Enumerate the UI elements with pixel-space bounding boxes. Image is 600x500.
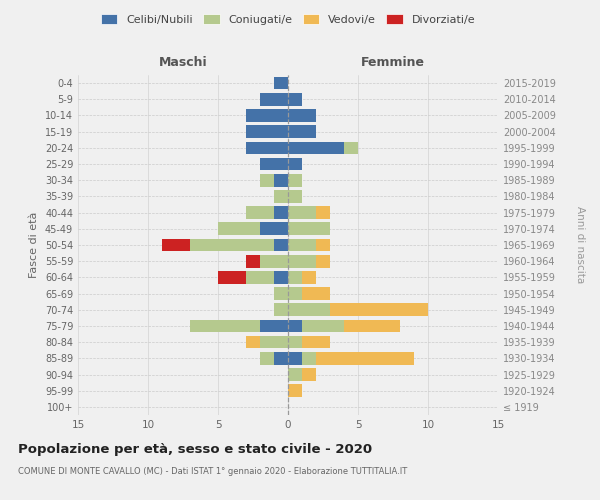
Bar (274, 304, 288, 316)
Bar (288, 238, 316, 252)
Text: Popolazione per età, sesso e stato civile - 2020: Popolazione per età, sesso e stato civil… (18, 442, 372, 456)
Bar (246, 271, 274, 283)
Bar (288, 271, 302, 283)
Bar (260, 255, 288, 268)
Bar (246, 109, 288, 122)
Bar (246, 206, 274, 219)
Bar (260, 93, 288, 106)
Bar (288, 368, 302, 381)
Bar (246, 126, 288, 138)
Bar (288, 126, 316, 138)
Bar (288, 109, 316, 122)
Bar (288, 304, 330, 316)
Legend: Celibi/Nubili, Coniugati/e, Vedovi/e, Divorziati/e: Celibi/Nubili, Coniugati/e, Vedovi/e, Di… (97, 10, 479, 28)
Bar (260, 320, 288, 332)
Y-axis label: Fasce di età: Fasce di età (29, 212, 39, 278)
Bar (288, 93, 302, 106)
Bar (190, 238, 274, 252)
Text: Maschi: Maschi (158, 56, 208, 70)
Bar (274, 77, 288, 90)
Text: Femmine: Femmine (361, 56, 425, 70)
Bar (288, 255, 316, 268)
Bar (274, 174, 288, 186)
Bar (260, 158, 288, 170)
Bar (288, 142, 344, 154)
Bar (274, 238, 288, 252)
Bar (288, 158, 302, 170)
Bar (288, 190, 302, 202)
Bar (302, 271, 316, 283)
Bar (190, 320, 260, 332)
Bar (260, 352, 274, 364)
Bar (302, 320, 344, 332)
Bar (302, 352, 316, 364)
Bar (302, 368, 316, 381)
Bar (288, 174, 302, 186)
Y-axis label: Anni di nascita: Anni di nascita (575, 206, 585, 284)
Bar (288, 352, 302, 364)
Bar (162, 238, 190, 252)
Bar (316, 255, 330, 268)
Bar (344, 142, 358, 154)
Bar (288, 222, 330, 235)
Bar (274, 352, 288, 364)
Text: COMUNE DI MONTE CAVALLO (MC) - Dati ISTAT 1° gennaio 2020 - Elaborazione TUTTITA: COMUNE DI MONTE CAVALLO (MC) - Dati ISTA… (18, 468, 407, 476)
Bar (316, 206, 330, 219)
Bar (288, 336, 302, 348)
Bar (260, 174, 274, 186)
Bar (288, 384, 302, 397)
Bar (302, 336, 330, 348)
Bar (274, 288, 288, 300)
Bar (218, 222, 260, 235)
Bar (288, 288, 302, 300)
Bar (246, 336, 260, 348)
Bar (260, 336, 288, 348)
Bar (288, 206, 316, 219)
Bar (302, 288, 330, 300)
Bar (316, 352, 414, 364)
Bar (274, 271, 288, 283)
Bar (218, 271, 246, 283)
Bar (316, 238, 330, 252)
Bar (246, 142, 288, 154)
Bar (274, 190, 288, 202)
Bar (246, 255, 260, 268)
Bar (274, 206, 288, 219)
Bar (330, 304, 428, 316)
Bar (344, 320, 400, 332)
Bar (288, 320, 302, 332)
Bar (260, 222, 288, 235)
